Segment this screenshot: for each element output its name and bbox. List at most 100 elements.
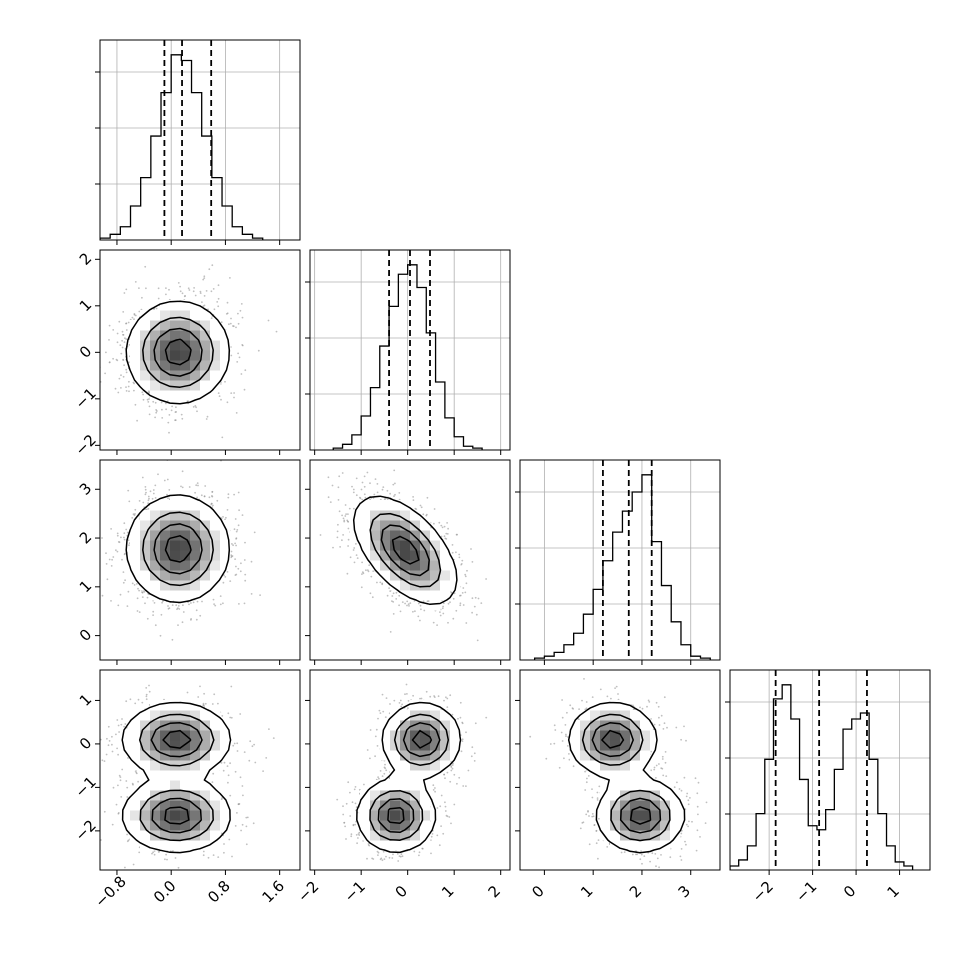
density-cell	[170, 530, 181, 541]
scatter-point	[237, 322, 240, 325]
scatter-point	[389, 492, 391, 495]
scatter-point	[422, 600, 425, 603]
scatter-point	[422, 513, 425, 516]
scatter-point	[443, 535, 446, 538]
scatter-point	[461, 559, 464, 562]
density-cell	[130, 520, 141, 531]
density-cell	[210, 530, 221, 541]
scatter-point	[432, 621, 435, 624]
scatter-point	[115, 549, 117, 552]
scatter-point	[224, 380, 226, 383]
scatter-point	[337, 486, 340, 489]
scatter-point	[133, 313, 136, 315]
scatter-point	[132, 513, 135, 516]
scatter-point	[471, 561, 474, 563]
scatter-point	[122, 311, 125, 313]
scatter-point	[233, 528, 236, 531]
scatter-point	[394, 482, 396, 485]
scatter-point	[259, 594, 261, 596]
scatter-point	[145, 491, 147, 494]
scatter-point	[190, 602, 192, 604]
scatter-point	[148, 398, 150, 400]
scatter-point	[175, 604, 178, 607]
scatter-point	[121, 330, 124, 333]
scatter-point	[366, 471, 369, 474]
scatter-point	[110, 528, 112, 530]
scatter-point	[114, 387, 117, 390]
scatter-point	[238, 509, 241, 512]
scatter-point	[188, 486, 191, 488]
scatter-point	[141, 596, 144, 598]
density-cell	[220, 540, 231, 551]
scatter-point	[122, 581, 125, 584]
scatter-point	[341, 514, 343, 517]
scatter-point	[119, 344, 122, 346]
scatter-point	[165, 287, 167, 289]
scatter-point	[477, 597, 480, 600]
scatter-point	[446, 522, 448, 524]
scatter-point	[234, 542, 237, 545]
scatter-point	[105, 351, 107, 354]
scatter-point	[125, 390, 128, 392]
density-cell	[190, 540, 201, 551]
density-cell	[180, 570, 191, 581]
scatter-point	[199, 290, 202, 293]
scatter-point	[203, 277, 206, 279]
density-cell	[200, 570, 211, 581]
scatter-point	[110, 600, 112, 602]
scatter-point	[166, 400, 169, 402]
scatter-point	[452, 597, 455, 600]
scatter-point	[119, 593, 122, 596]
density-cell	[200, 380, 211, 391]
scatter-point	[171, 604, 174, 606]
density-cell	[220, 340, 231, 351]
scatter-point	[355, 543, 357, 545]
density-cell	[130, 330, 141, 341]
scatter-point	[473, 605, 476, 608]
scatter-point	[161, 601, 164, 604]
scatter-point	[369, 592, 372, 595]
density-cell	[190, 390, 201, 401]
scatter-point	[192, 406, 195, 408]
scatter-point	[398, 604, 400, 607]
contour-line	[153, 327, 203, 377]
density-cell	[180, 500, 191, 511]
density-cell	[200, 510, 211, 521]
scatter-point	[344, 504, 347, 506]
scatter-point	[244, 573, 247, 576]
scatter-point	[382, 486, 385, 488]
scatter-point	[447, 621, 449, 624]
scatter-point	[142, 501, 145, 504]
scatter-point	[101, 594, 104, 597]
scatter-point	[347, 527, 350, 530]
density-cell	[210, 560, 221, 571]
density-cell	[190, 320, 201, 331]
scatter-point	[101, 537, 103, 539]
density-cell	[200, 320, 211, 331]
contour-line	[142, 511, 214, 587]
density-cell	[210, 380, 221, 391]
histogram-step	[100, 54, 264, 240]
scatter-point	[235, 412, 238, 414]
density-cell	[170, 350, 181, 361]
density-cell	[170, 550, 181, 561]
density-cell	[130, 560, 141, 571]
scatter-point	[408, 605, 410, 607]
scatter-point	[206, 415, 209, 418]
scatter-point	[194, 491, 197, 494]
density-cell	[140, 550, 151, 561]
scatter-point	[401, 601, 404, 603]
scatter-point	[120, 536, 122, 539]
density-cell	[160, 340, 171, 351]
scatter-point	[127, 380, 130, 383]
scatter-point	[168, 431, 170, 434]
scatter-point	[344, 515, 347, 517]
scatter-point	[108, 558, 111, 561]
density-cell	[220, 530, 231, 541]
scatter-point	[451, 544, 454, 546]
density-cell	[220, 560, 231, 571]
density-cell	[140, 570, 151, 581]
density-cell	[150, 320, 161, 331]
scatter-point	[465, 582, 468, 585]
scatter-point	[234, 518, 237, 520]
